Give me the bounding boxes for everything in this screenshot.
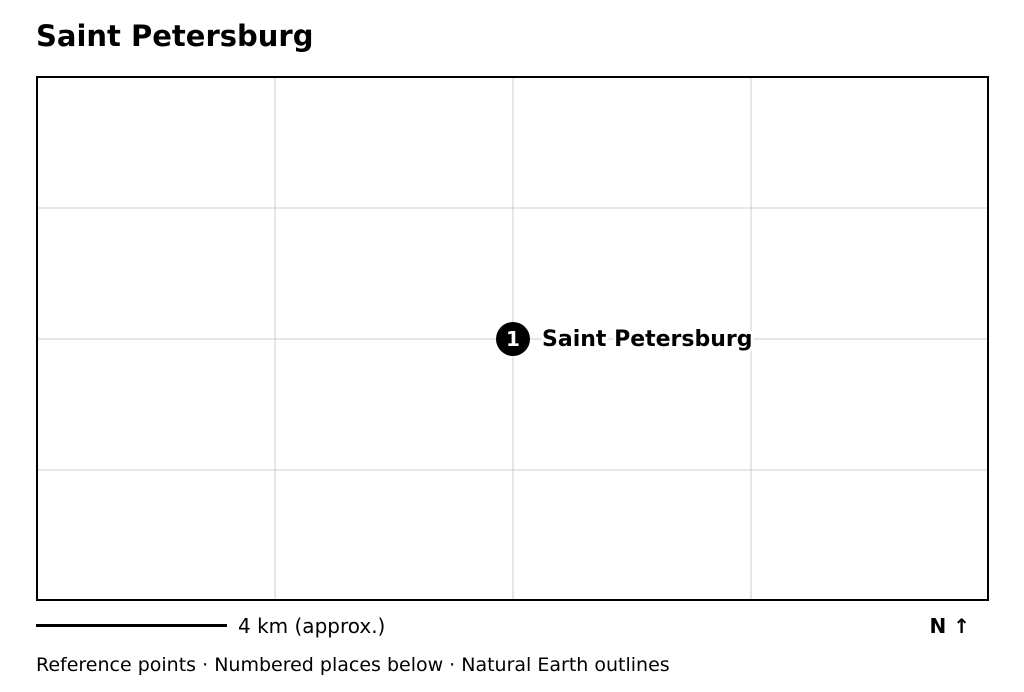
scale-bar <box>36 624 227 627</box>
scale-label: 4 km (approx.) <box>238 614 386 638</box>
map-title: Saint Petersburg <box>36 19 314 53</box>
place-marker-number: 1 <box>506 327 520 351</box>
map-footer-note: Reference points · Numbered places below… <box>36 654 670 676</box>
north-arrow-indicator: N ↑ <box>929 614 970 638</box>
place-marker-circle[interactable] <box>496 322 530 356</box>
map-canvas[interactable]: 1 Saint Petersburg <box>38 78 987 599</box>
place-marker[interactable]: 1 Saint Petersburg <box>496 322 756 356</box>
place-label: Saint Petersburg <box>542 327 753 352</box>
map-area[interactable]: 1 Saint Petersburg <box>36 76 989 601</box>
